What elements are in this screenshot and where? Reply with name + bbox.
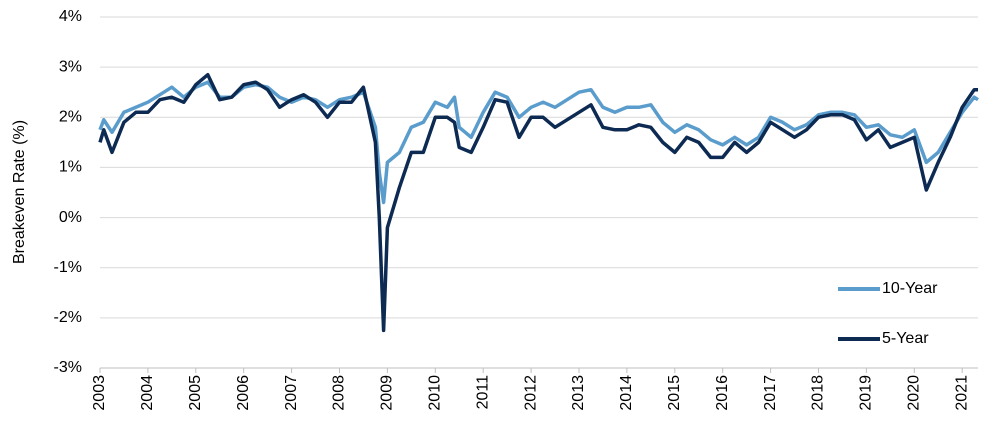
x-tick-label: 2009 (379, 375, 396, 411)
x-tick-label: 2012 (522, 375, 539, 411)
y-tick-label: 4% (59, 8, 82, 25)
x-tick-label: 2021 (953, 375, 970, 411)
y-tick-label: -3% (54, 359, 82, 376)
y-tick-label: -1% (54, 259, 82, 276)
y-tick-label: 2% (59, 109, 82, 126)
x-tick-label: 2007 (283, 375, 300, 411)
x-tick-label: 2020 (906, 375, 923, 411)
x-tick-label: 2019 (858, 375, 875, 411)
legend-label: 5-Year (882, 330, 929, 347)
y-tick-label: 3% (59, 58, 82, 75)
x-tick-label: 2003 (91, 375, 108, 411)
x-tick-label: 2017 (762, 375, 779, 411)
y-axis-label: Breakeven Rate (%) (11, 120, 28, 264)
x-tick-label: 2004 (139, 375, 156, 411)
x-tick-label: 2016 (714, 375, 731, 411)
x-tick-label: 2006 (235, 375, 252, 411)
y-tick-label: 1% (59, 159, 82, 176)
x-tick-label: 2018 (810, 375, 827, 411)
series-line (98, 80, 979, 205)
y-tick-label: -2% (54, 309, 82, 326)
x-tick-label: 2010 (427, 375, 444, 411)
x-tick-label: 2008 (331, 375, 348, 411)
y-tick-label: 0% (59, 209, 82, 226)
x-tick-label: 2005 (187, 375, 204, 411)
x-tick-label: 2015 (666, 375, 683, 411)
x-tick-label: 2014 (618, 375, 635, 411)
legend-label: 10-Year (882, 280, 938, 297)
x-tick-label: 2013 (570, 375, 587, 411)
x-tick-label: 2011 (474, 375, 491, 410)
series-line (98, 72, 978, 333)
